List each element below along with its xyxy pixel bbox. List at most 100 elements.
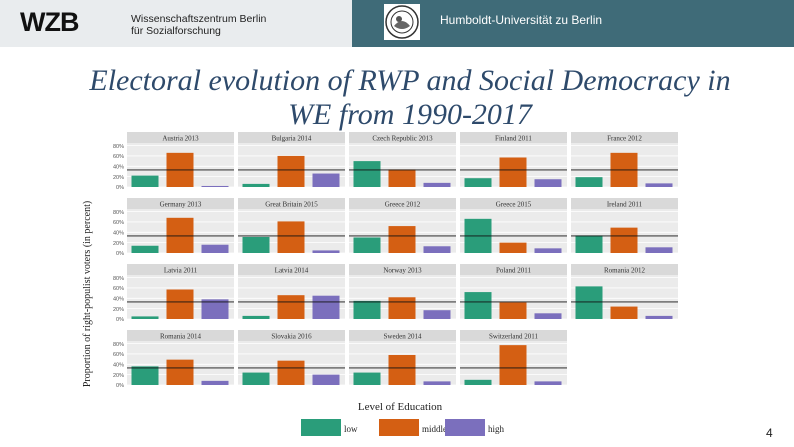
bar-high	[534, 313, 562, 319]
slide-title-line1: Electoral evolution of RWP and Social De…	[89, 64, 731, 97]
y-tick-label: 40%	[113, 362, 124, 368]
bar-high	[312, 374, 340, 385]
bar-low	[575, 177, 603, 187]
panel-strip	[460, 198, 567, 209]
bar-high	[645, 247, 673, 253]
panel-strip	[238, 264, 345, 275]
institute-name-line2: für Sozialforschung	[131, 25, 221, 37]
panel-title: Romania 2014	[160, 333, 202, 341]
bar-middle	[277, 360, 305, 385]
panel-strip	[238, 198, 345, 209]
bar-low	[131, 316, 159, 319]
y-tick-label: 80%	[113, 144, 124, 150]
panel-strip	[349, 330, 456, 341]
y-tick-label: 60%	[113, 154, 124, 160]
legend-swatch-low	[301, 419, 341, 436]
y-tick-label: 60%	[113, 286, 124, 292]
y-tick-label: 0%	[116, 383, 124, 389]
y-tick-label: 0%	[116, 251, 124, 257]
panel-title: Poland 2011	[496, 267, 531, 275]
panel-strip	[349, 198, 456, 209]
faceted-bar-chart: Proportion of right-populist voters (in …	[82, 132, 678, 436]
bar-high	[201, 299, 229, 319]
bar-low	[464, 178, 492, 187]
bar-high	[312, 250, 340, 253]
bar-middle	[610, 306, 638, 319]
bar-low	[242, 236, 270, 253]
bar-middle	[277, 221, 305, 253]
panel-strip	[460, 264, 567, 275]
panel-strip	[349, 132, 456, 143]
y-tick-label: 80%	[113, 210, 124, 216]
bar-high	[645, 183, 673, 187]
panel-strip	[571, 132, 678, 143]
university-name: Humboldt-Universität zu Berlin	[440, 13, 603, 27]
university-seal-icon	[384, 4, 420, 40]
panel-title: Greece 2012	[385, 201, 421, 209]
panel-title: Bulgaria 2014	[272, 135, 312, 143]
panel-title: Germany 2013	[160, 201, 202, 209]
panel-title: Latvia 2011	[164, 267, 198, 275]
y-tick-label: 20%	[113, 307, 124, 313]
bar-high	[423, 246, 451, 253]
y-tick-label: 20%	[113, 373, 124, 379]
panel-strip	[238, 330, 345, 341]
panel-title: Greece 2015	[496, 201, 532, 209]
y-tick-label: 40%	[113, 164, 124, 170]
bar-low	[575, 235, 603, 253]
y-axis-label: Proportion of right-populist voters (in …	[82, 201, 93, 387]
bar-high	[423, 182, 451, 187]
bar-low	[575, 286, 603, 319]
legend-label-middle: middle	[422, 424, 447, 434]
bar-middle	[499, 242, 527, 253]
header-left-panel: WZB Wissenschaftszentrum Berlin für Sozi…	[0, 0, 352, 47]
panel-title: Czech Republic 2013	[372, 135, 433, 143]
panel-title: Romania 2012	[604, 267, 646, 275]
bar-low	[353, 161, 381, 187]
bar-high	[312, 295, 340, 319]
panel-strip	[127, 132, 234, 143]
panel-title: Latvia 2014	[275, 267, 309, 275]
bar-low	[131, 245, 159, 253]
bar-low	[464, 379, 492, 385]
panel-title: Finland 2011	[495, 135, 532, 143]
panel-title: Ireland 2011	[607, 201, 643, 209]
panel-strip	[127, 330, 234, 341]
header-right-panel	[352, 0, 794, 47]
bar-middle	[499, 345, 527, 385]
bar-low	[242, 372, 270, 385]
y-tick-label: 60%	[113, 352, 124, 358]
bar-low	[242, 183, 270, 187]
bar-low	[242, 315, 270, 319]
institute-name-line1: Wissenschaftszentrum Berlin	[131, 13, 267, 25]
bar-middle	[388, 169, 416, 187]
bar-low	[353, 300, 381, 319]
bar-low	[131, 366, 159, 385]
bar-high	[423, 381, 451, 385]
bar-middle	[166, 217, 194, 253]
bar-middle	[277, 155, 305, 187]
slide-number: 4	[766, 426, 773, 440]
panel-title: Switzerland 2011	[489, 333, 538, 341]
bar-low	[131, 175, 159, 187]
bar-high	[201, 380, 229, 385]
legend-swatch-middle	[379, 419, 419, 436]
bar-high	[534, 179, 562, 187]
bar-high	[312, 173, 340, 187]
y-tick-label: 80%	[113, 276, 124, 282]
legend-swatch-high	[445, 419, 485, 436]
x-axis-label: Level of Education	[358, 401, 443, 413]
bar-middle	[610, 227, 638, 253]
bar-middle	[388, 297, 416, 319]
panel-title: Great Britain 2015	[265, 201, 318, 209]
bar-high	[645, 315, 673, 319]
slide-header: WZB Wissenschaftszentrum Berlin für Sozi…	[0, 0, 794, 47]
bar-low	[464, 292, 492, 319]
panel-strip	[460, 330, 567, 341]
bar-middle	[166, 289, 194, 319]
panel-strip	[127, 198, 234, 209]
legend-label-high: high	[488, 424, 505, 434]
bar-high	[201, 185, 229, 187]
bar-middle	[388, 226, 416, 253]
bar-middle	[388, 354, 416, 385]
